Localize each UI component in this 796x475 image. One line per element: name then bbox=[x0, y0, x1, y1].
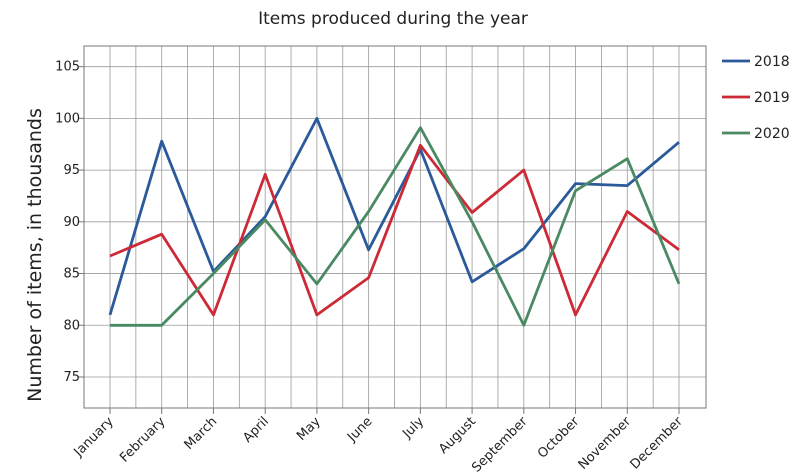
y-tick-label: 80 bbox=[63, 318, 80, 333]
legend-label-2020: 2020 bbox=[754, 126, 790, 142]
grid bbox=[84, 46, 706, 408]
y-tick-label: 90 bbox=[63, 215, 80, 230]
x-tick-label: May bbox=[294, 414, 324, 444]
x-tick-label: July bbox=[399, 414, 427, 442]
x-tick-label: September bbox=[469, 414, 531, 475]
plot-frame bbox=[83, 45, 707, 409]
y-tick-label: 100 bbox=[55, 111, 80, 126]
x-tick-label: February bbox=[117, 414, 169, 466]
legend-label-2019: 2019 bbox=[754, 90, 790, 106]
chart-title: Items produced during the year bbox=[258, 9, 528, 29]
legend: 2018 2019 2020 bbox=[722, 54, 790, 142]
x-tick-label: August bbox=[436, 414, 479, 457]
x-tick-label: December bbox=[628, 414, 687, 473]
x-tick-label: January bbox=[71, 414, 117, 460]
x-axis-ticks: January February March April May June July Augu… bbox=[71, 408, 687, 475]
y-tick-label: 105 bbox=[55, 60, 80, 75]
x-tick-label: April bbox=[240, 414, 272, 446]
x-tick-label: March bbox=[182, 414, 221, 453]
series-line-2020 bbox=[110, 126, 681, 327]
y-tick-label: 75 bbox=[63, 370, 80, 385]
x-tick-label: October bbox=[535, 414, 583, 462]
legend-label-2018: 2018 bbox=[754, 54, 790, 70]
x-tick-label: June bbox=[344, 414, 375, 445]
y-tick-label: 85 bbox=[63, 267, 80, 282]
series-line-2019 bbox=[109, 143, 680, 317]
series-lines bbox=[108, 117, 681, 327]
y-axis-label: Number of items, in thousands bbox=[24, 108, 46, 402]
x-tick-label: November bbox=[576, 414, 635, 473]
y-axis-ticks: 75 80 85 90 95 100 105 bbox=[55, 60, 84, 385]
y-tick-label: 95 bbox=[63, 163, 80, 178]
